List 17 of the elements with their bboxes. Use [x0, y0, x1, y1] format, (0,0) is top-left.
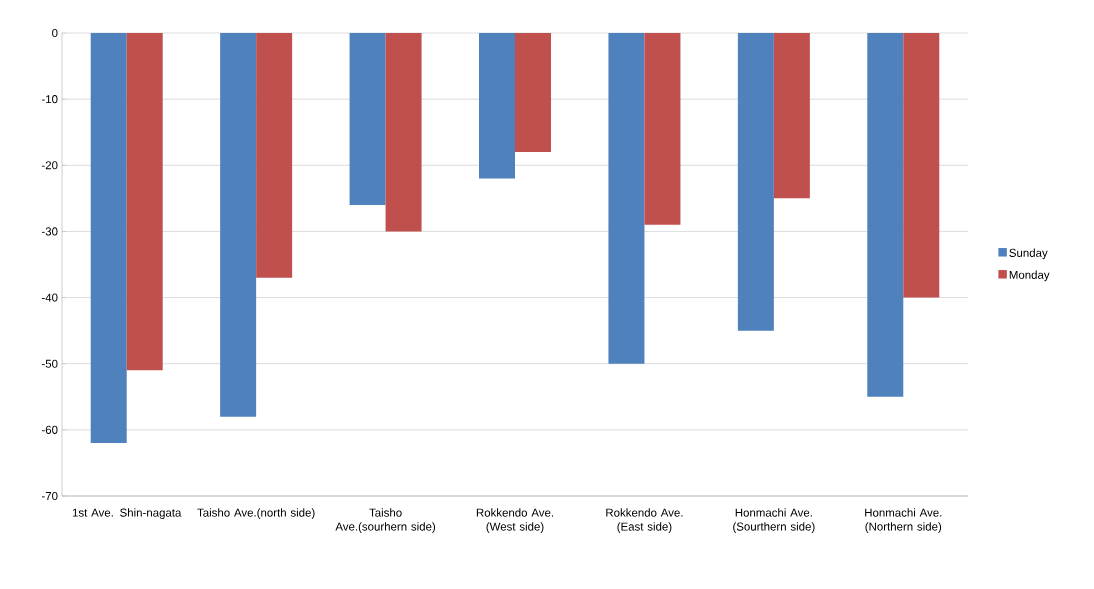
y-tick-label: -60: [41, 425, 58, 434]
legend-label: Sunday: [1009, 248, 1048, 260]
x-tick-label: Honmachi Ave. (Northern side): [865, 508, 942, 533]
y-tick-label: 0: [52, 28, 58, 38]
x-tick-label: Rokkendo Ave. (West side): [476, 508, 554, 533]
y-tick-label: -70: [41, 491, 58, 501]
y-tick-label: -50: [41, 359, 58, 368]
x-tick-label: Honmachi Ave. (Sourthern side): [733, 508, 815, 533]
y-tick-label: -20: [41, 161, 58, 170]
x-tick-label: Taisho Ave.(north side): [197, 508, 315, 519]
y-tick-label: -40: [41, 293, 58, 302]
x-tick-label: Rokkendo Ave. (East side): [606, 508, 683, 533]
y-tick-label: -30: [41, 227, 58, 236]
legend-label: Monday: [1009, 270, 1050, 282]
y-tick-label: -10: [41, 95, 58, 104]
x-tick-label: Taisho Ave.(sourhern side): [335, 508, 436, 533]
x-tick-label: 1st Ave. Shin-nagata: [72, 508, 182, 519]
